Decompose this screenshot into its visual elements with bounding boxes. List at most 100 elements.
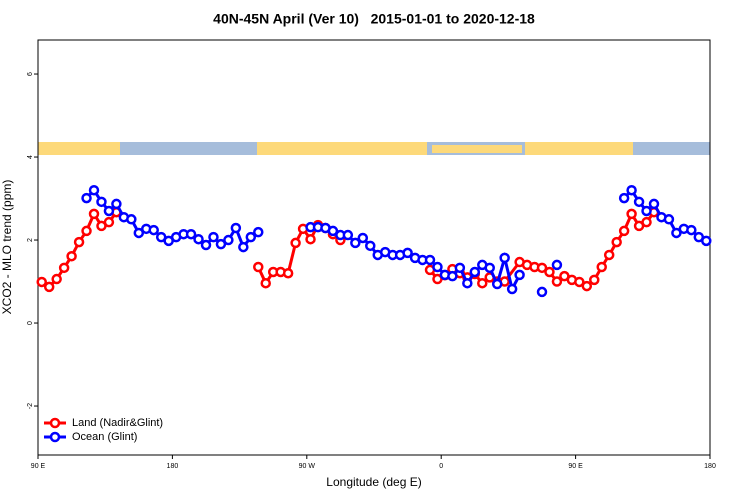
data-point (103, 216, 115, 228)
data-point (618, 192, 630, 204)
data-point (671, 227, 682, 239)
data-point (648, 198, 660, 210)
data-point (200, 239, 212, 251)
data-point (641, 205, 652, 217)
x-tick-label: 90 W (299, 463, 316, 470)
data-point (447, 270, 458, 282)
data-point (88, 184, 100, 196)
data-point (133, 227, 145, 239)
x-tick-label: 0 (439, 463, 443, 470)
data-point (253, 261, 264, 273)
strip-land (525, 142, 633, 155)
data-point (544, 266, 555, 278)
data-point (253, 226, 264, 238)
data-point (81, 192, 92, 204)
legend-marker (49, 417, 61, 429)
data-point (686, 224, 697, 236)
data-point (357, 232, 369, 244)
data-point (81, 225, 92, 237)
strip-land (257, 142, 427, 155)
data-point (469, 266, 481, 278)
data-point (43, 281, 55, 293)
data-point (462, 277, 473, 289)
data-point (350, 237, 361, 249)
data-point (484, 262, 495, 274)
data-point (514, 269, 525, 281)
data-point (208, 231, 219, 243)
data-point (51, 273, 62, 285)
data-point (365, 240, 376, 252)
data-point (73, 236, 85, 248)
data-point (148, 224, 159, 236)
data-point (506, 283, 518, 295)
data-point (58, 262, 70, 274)
data-point (230, 222, 242, 234)
y-tick-label: 0 (27, 321, 34, 325)
data-point (88, 208, 100, 220)
data-point (126, 214, 137, 225)
data-point (611, 236, 622, 248)
data-point (626, 184, 637, 196)
x-tick-label: 180 (704, 463, 716, 470)
data-point (589, 274, 600, 286)
data-point (551, 276, 563, 287)
plot-frame (37, 39, 711, 456)
data-point (701, 235, 712, 247)
x-tick-label: 180 (167, 463, 179, 470)
data-point (603, 249, 615, 261)
data-point (103, 205, 115, 217)
data-point (238, 241, 249, 253)
data-point (618, 225, 630, 237)
y-axis-label: XCO2 - MLO trend (ppm) (0, 180, 14, 315)
data-point (551, 259, 563, 271)
data-point (260, 277, 271, 289)
y-tick-label: 4 (27, 155, 34, 159)
data-point (96, 196, 107, 208)
legend-label: Land (Nadir&Glint) (72, 417, 163, 429)
data-point (499, 252, 510, 264)
data-point (596, 261, 607, 273)
legend-label: Ocean (Glint) (72, 431, 137, 443)
legend: Land (Nadir&Glint) Ocean (Glint) (44, 417, 163, 443)
data-point (342, 229, 354, 241)
data-point (305, 233, 316, 245)
data-point (402, 247, 413, 259)
data-point (111, 198, 122, 210)
data-point (536, 286, 548, 298)
data-point (574, 276, 585, 288)
data-point (282, 267, 294, 279)
chart-title: 40N-45N April (Ver 10) 2015-01-01 to 202… (213, 11, 535, 27)
legend-marker (49, 431, 61, 443)
data-point (66, 250, 77, 262)
data-point (245, 231, 257, 243)
data-point (215, 238, 227, 250)
data-point (432, 261, 443, 273)
data-point (641, 216, 652, 228)
x-axis-label: Longitude (deg E) (326, 475, 421, 489)
data-point (491, 278, 503, 290)
data-point (633, 196, 645, 208)
x-tick-label: 90 E (31, 463, 46, 470)
data-point (477, 277, 488, 289)
data-point (663, 214, 675, 225)
data-point (185, 228, 197, 240)
y-tick-label: 6 (27, 72, 34, 76)
data-point (327, 225, 339, 237)
data-point (193, 233, 204, 245)
strip-land (38, 142, 120, 155)
data-point (626, 208, 637, 220)
data-point (36, 276, 47, 288)
x-tick-label: 90 E (568, 463, 583, 470)
y-tick-label: 2 (27, 238, 34, 242)
data-point (424, 254, 436, 266)
data-point (290, 237, 301, 249)
y-tick-label: -2 (27, 403, 34, 409)
data-point (581, 280, 593, 292)
data-point (223, 234, 234, 246)
land-ocean-strip (38, 142, 710, 155)
data-point (536, 262, 548, 274)
data-point (454, 262, 466, 274)
strip-land (432, 145, 522, 153)
